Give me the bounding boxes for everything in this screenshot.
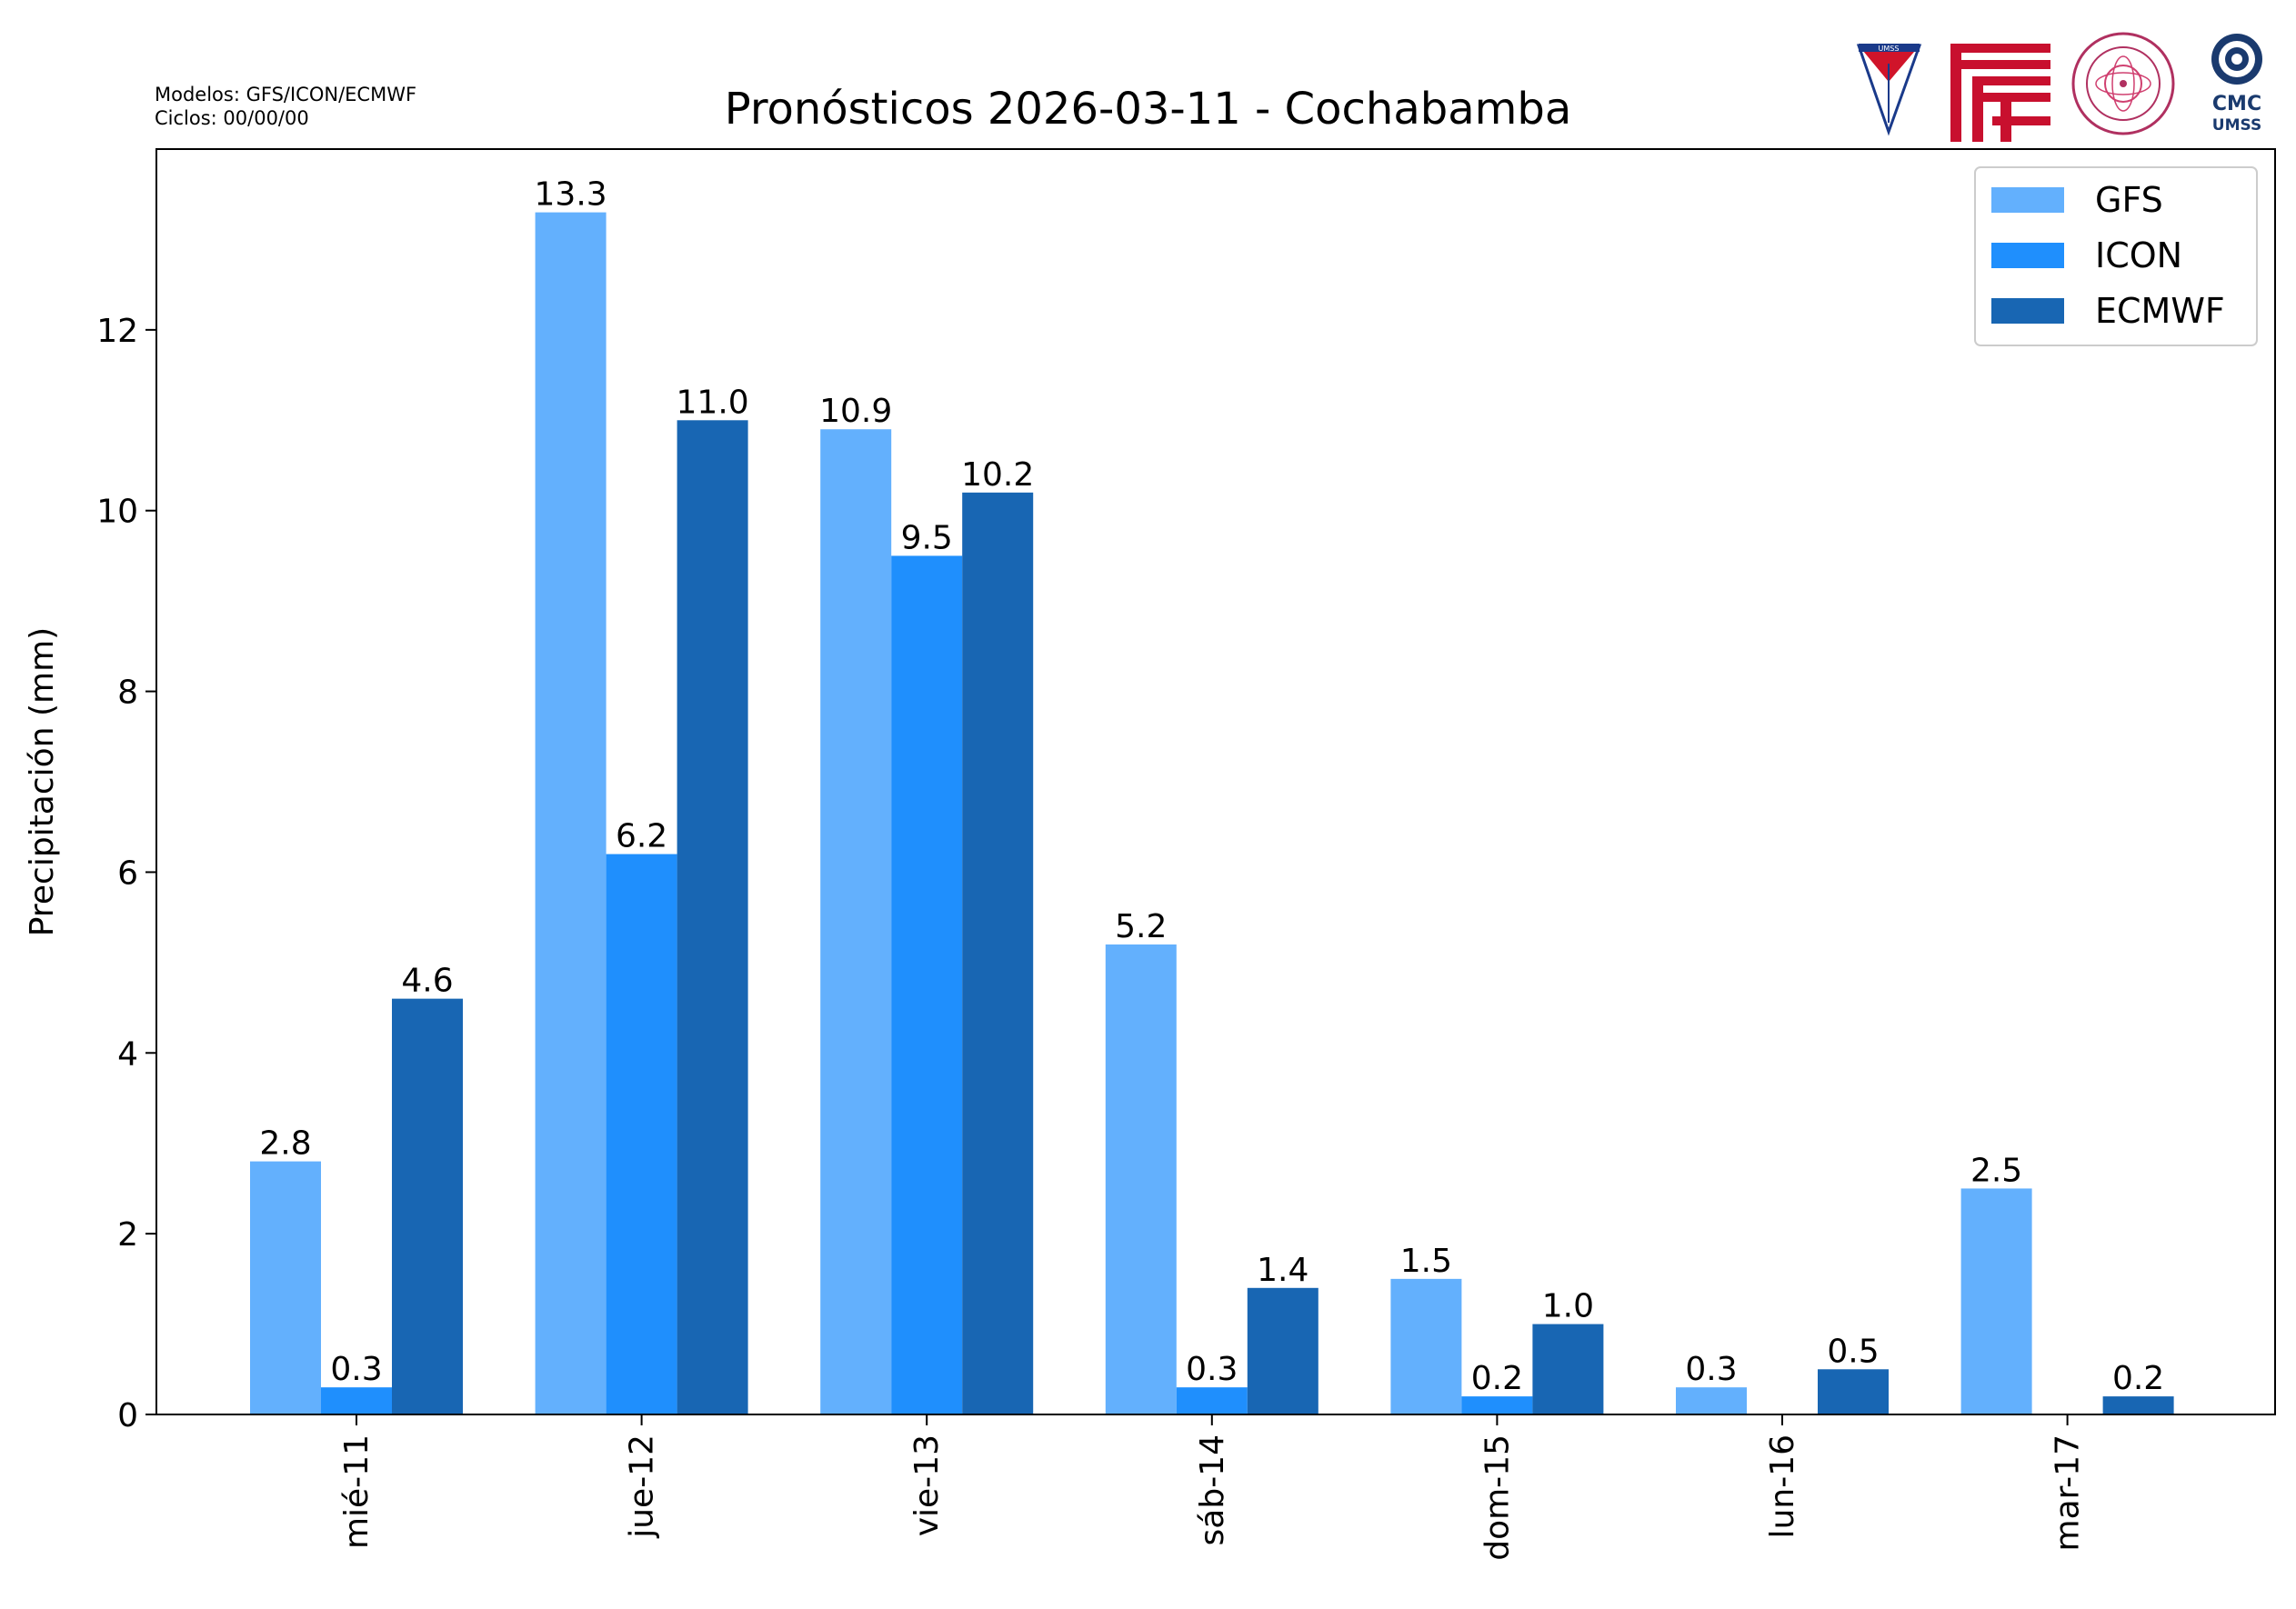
svg-text:UMSS: UMSS	[2212, 116, 2261, 135]
data-label-gfs-1: 13.3	[535, 176, 607, 214]
legend-label-ecmwf: ECMWF	[2095, 291, 2225, 331]
data-label-ecmwf-3: 1.4	[1257, 1252, 1308, 1289]
y-tick-label: 0	[117, 1397, 138, 1434]
data-label-gfs-2: 10.9	[819, 393, 892, 430]
x-tick-label: dom-15	[1479, 1434, 1516, 1561]
data-label-gfs-4: 1.5	[1400, 1243, 1452, 1280]
legend-swatch-gfs	[1991, 187, 2064, 213]
y-tick-label: 2	[117, 1216, 138, 1254]
bar-ecmwf-5	[1818, 1369, 1889, 1414]
bar-gfs-3	[1105, 944, 1177, 1414]
bar-ecmwf-3	[1247, 1287, 1318, 1414]
data-label-icon-2: 9.5	[901, 519, 953, 556]
data-label-ecmwf-5: 0.5	[1827, 1333, 1879, 1370]
bar-labels-layer: 2.8 0.3 4.6 13.3 6.2 11.0 10.9 9.510.2 5.2 0.3 1.4…	[259, 176, 2164, 1398]
data-label-gfs-0: 2.8	[259, 1125, 311, 1163]
data-label-gfs-5: 0.3	[1685, 1351, 1737, 1388]
x-tick-label: mié-11	[338, 1434, 376, 1549]
x-ticks-layer: mié-11 jue-12 vie-13 sáb-14 dom-15 lun-16 mar-…	[338, 1414, 2087, 1561]
y-tick-label: 8	[117, 675, 138, 712]
axes-frame	[155, 148, 2276, 1415]
x-tick-label: lun-16	[1764, 1434, 1801, 1538]
data-label-ecmwf-4: 1.0	[1542, 1288, 1594, 1325]
bar-icon-3	[1176, 1387, 1248, 1414]
y-tick-label: 6	[117, 854, 138, 892]
models-caption: Modelos: GFS/ICON/ECMWF	[155, 84, 417, 105]
data-label-icon-4: 0.2	[1471, 1360, 1523, 1397]
bar-icon-4	[1461, 1396, 1533, 1414]
x-tick-label: sáb-14	[1194, 1434, 1231, 1545]
data-label-ecmwf-0: 4.6	[401, 963, 453, 1000]
bar-ecmwf-2	[962, 492, 1034, 1414]
legend-swatch-ecmwf	[1991, 298, 2064, 324]
svg-text:CMC: CMC	[2212, 93, 2261, 115]
svg-text:UMSS: UMSS	[1879, 45, 1900, 53]
bar-gfs-4	[1390, 1278, 1462, 1414]
bar-gfs-2	[820, 429, 892, 1415]
fcyt-logo	[1950, 44, 2050, 142]
x-tick-label: jue-12	[624, 1434, 661, 1539]
data-label-icon-1: 6.2	[616, 818, 667, 855]
x-tick-label: mar-17	[2050, 1434, 2087, 1551]
bar-icon-1	[606, 854, 677, 1414]
y-tick-label: 12	[96, 313, 138, 350]
data-label-ecmwf-6: 0.2	[2112, 1360, 2164, 1397]
bar-gfs-1	[535, 212, 607, 1415]
y-tick-label: 4	[117, 1035, 138, 1073]
umss-shield-logo: UMSS	[1856, 44, 1922, 136]
data-label-icon-3: 0.3	[1186, 1351, 1238, 1388]
bar-gfs-6	[1960, 1188, 2032, 1414]
bars-layer	[250, 212, 2174, 1415]
data-label-ecmwf-2: 10.2	[961, 456, 1034, 494]
y-axis-label: Precipitación (mm)	[24, 627, 61, 936]
legend-label-gfs: GFS	[2095, 180, 2163, 220]
bar-icon-0	[321, 1387, 392, 1414]
legend-label-icon: ICON	[2095, 235, 2182, 275]
data-label-icon-0: 0.3	[330, 1351, 382, 1388]
bar-ecmwf-0	[392, 998, 463, 1414]
data-label-gfs-3: 5.2	[1115, 908, 1167, 945]
data-label-gfs-6: 2.5	[1970, 1152, 2022, 1189]
bar-icon-2	[891, 555, 963, 1414]
data-label-ecmwf-1: 11.0	[677, 384, 749, 421]
y-ticks-layer: 0 2 4 6 8 10 12	[96, 313, 156, 1434]
bar-ecmwf-4	[1532, 1324, 1604, 1414]
cmc-umss-logo: CMC UMSS	[2211, 34, 2262, 135]
legend: GFS ICON ECMWF	[1974, 166, 2258, 346]
bar-ecmwf-6	[2102, 1396, 2174, 1414]
cycles-caption: Ciclos: 00/00/00	[155, 107, 309, 129]
chart-title: Pronósticos 2026-03-11 - Cochabamba	[724, 84, 1572, 135]
bar-gfs-0	[250, 1161, 321, 1414]
bar-ecmwf-1	[677, 420, 748, 1415]
legend-swatch-icon	[1991, 243, 2064, 268]
physics-department-seal-logo	[2071, 32, 2175, 135]
x-tick-label: vie-13	[908, 1434, 946, 1536]
bar-gfs-5	[1676, 1387, 1747, 1414]
y-tick-label: 10	[96, 494, 138, 531]
